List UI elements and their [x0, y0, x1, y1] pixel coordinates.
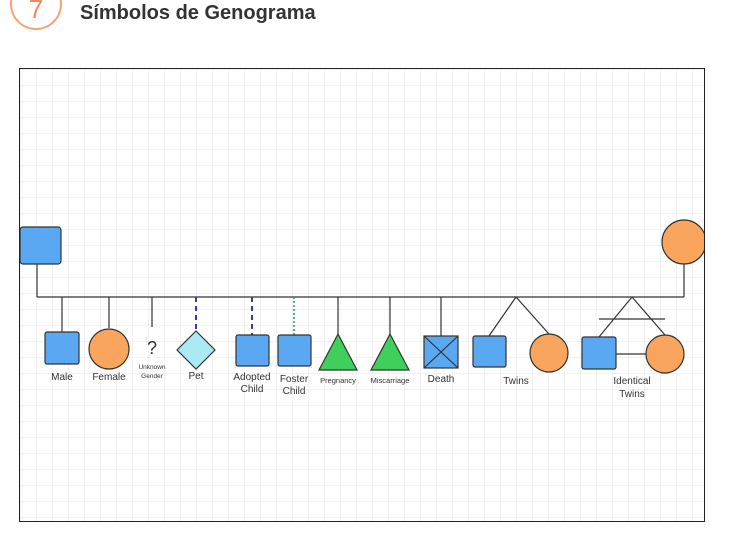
death-cross-line-b	[423, 335, 459, 369]
pet-diamond	[176, 330, 216, 370]
step-number-badge: 7	[10, 0, 62, 30]
miscarriage-label: Miscarriage	[371, 376, 410, 385]
adopted-label-line1: Adopted	[233, 372, 270, 383]
unknown-label-line1: Unknown	[138, 364, 165, 371]
step-number: 7	[28, 0, 44, 24]
twins-left-branch	[488, 296, 517, 337]
male-square	[44, 331, 80, 365]
miscarriage-triangle	[370, 332, 410, 371]
foster-label-line2: Child	[283, 386, 306, 397]
male-label: Male	[51, 372, 73, 383]
twins-male-square	[472, 335, 507, 368]
diagram-canvas: Male Female ? Unknown Gender Pet Adopted…	[19, 68, 705, 522]
unknown-question-mark: ?	[147, 338, 157, 358]
death-label: Death	[428, 374, 455, 385]
pet-label: Pet	[188, 371, 203, 382]
genogram-diagram: Male Female ? Unknown Gender Pet Adopted…	[20, 219, 704, 400]
identical-right-branch	[631, 296, 666, 336]
adopted-child-square	[235, 334, 270, 367]
unknown-label-line2: Gender	[141, 373, 164, 380]
twins-label: Twins	[503, 376, 529, 387]
twins-female-circle	[529, 333, 569, 373]
foster-label-line1: Foster	[280, 374, 309, 385]
page-title: Símbolos de Genograma	[80, 2, 316, 24]
female-label: Female	[92, 372, 126, 383]
mother-circle	[661, 219, 704, 265]
twins-right-branch	[515, 296, 550, 335]
pregnancy-triangle	[318, 332, 358, 371]
foster-child-square	[277, 334, 312, 367]
father-square	[20, 226, 62, 265]
pregnancy-label: Pregnancy	[320, 376, 356, 385]
identical-left-branch	[598, 296, 633, 338]
adopted-label-line2: Child	[241, 384, 264, 395]
identical-label-line2: Twins	[619, 389, 645, 400]
female-circle	[88, 328, 130, 370]
identical-female-circle	[645, 334, 685, 374]
identical-label-line1: Identical	[613, 376, 650, 387]
identical-male-square	[581, 336, 617, 370]
